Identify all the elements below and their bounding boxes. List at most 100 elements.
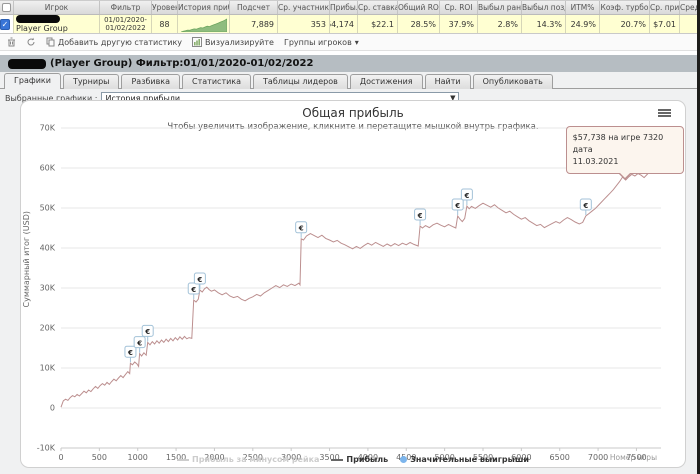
table-toolbar: Добавить другую статистику Визуализируйт…	[0, 34, 700, 51]
refresh-button[interactable]	[23, 36, 39, 48]
player-groups-label: Группы игроков	[283, 37, 352, 47]
significant-win-marker[interactable]	[193, 272, 206, 285]
legend-item[interactable]: Прибыль за минусом рейка	[177, 455, 319, 464]
significant-win-marker[interactable]	[579, 198, 592, 211]
significant-win-marker[interactable]	[141, 324, 154, 337]
tab-7[interactable]: Найти	[424, 74, 471, 89]
stat-value-cell: 20.7%	[600, 15, 650, 33]
column-header[interactable]: Ср. участник	[278, 1, 330, 14]
column-header[interactable]: Выбыл рано	[478, 1, 522, 14]
euro-icon: €	[196, 276, 202, 284]
column-header[interactable]: Ср. ставка	[358, 1, 398, 14]
euro-icon: €	[127, 349, 133, 357]
chevron-down-icon: ▾	[354, 37, 359, 47]
y-tick-label: 70K	[40, 124, 56, 133]
add-stat-button[interactable]: Добавить другую статистику	[43, 36, 185, 48]
legend-item[interactable]: Значительные выигрыши	[400, 455, 529, 464]
euro-icon: €	[582, 202, 588, 210]
stat-value-cell: 2.8%	[478, 15, 522, 33]
chart-title: Общая прибыль	[302, 106, 404, 120]
x-tick-label: 1500	[166, 453, 186, 462]
x-tick-label: 500	[92, 453, 107, 462]
x-tick-label: 3500	[319, 453, 339, 462]
report-title: (Player Group) Фильтр:01/01/2020-01/02/2…	[50, 58, 314, 69]
tab-3[interactable]: Разбивка	[121, 74, 181, 89]
visualize-button[interactable]: Визуализируйте	[189, 36, 277, 48]
chart-legend: Прибыль за минусом рейка Прибыль Значитель…	[21, 455, 685, 464]
column-header[interactable]: Общий ROI	[398, 1, 440, 14]
filter-cell: 01/01/2020- 01/02/2022	[100, 15, 152, 33]
tab-5[interactable]: Таблицы лидеров	[253, 74, 348, 89]
significant-win-marker[interactable]	[460, 188, 473, 201]
table-row[interactable]: ✓ Player Group 01/01/2020- 01/02/2022 88 7,88…	[0, 15, 700, 34]
column-header[interactable]: История прибы	[178, 1, 230, 14]
tab-bar: Графики Турниры Разбивка Статистика Таблицы …	[0, 72, 697, 89]
player-groups-dropdown[interactable]: Группы игроков ▾	[281, 37, 362, 48]
profit-chart-panel: Общая прибыль Чтобы увеличить изображени…	[20, 100, 686, 468]
visualize-label: Визуализируйте	[205, 37, 274, 47]
refresh-icon	[27, 37, 35, 46]
column-header[interactable]: Выбыл позд	[522, 1, 566, 14]
tab-4[interactable]: Статистика	[182, 74, 252, 89]
x-tick-label: 2000	[204, 453, 224, 462]
column-header[interactable]: Уровен	[152, 1, 178, 14]
stat-value-cell: $22.1	[358, 15, 398, 33]
euro-icon: €	[454, 202, 460, 210]
chart-icon	[192, 37, 203, 47]
player-group-label: Player Group	[16, 24, 68, 33]
delete-button[interactable]	[4, 36, 19, 48]
column-header[interactable]: Подсчет	[230, 1, 278, 14]
column-header[interactable]: Ср. ROI	[440, 1, 478, 14]
profit-history-sparkline	[178, 15, 230, 33]
significant-win-marker[interactable]	[295, 221, 308, 234]
column-header[interactable]: Коэф. турбо	[600, 1, 650, 14]
significant-win-marker[interactable]	[414, 208, 427, 221]
select-arrow-icon: ▼	[450, 94, 456, 102]
column-header[interactable]: Прибыль	[330, 1, 358, 14]
trash-icon	[8, 37, 15, 47]
y-tick-label: 50K	[40, 204, 56, 213]
tab-8[interactable]: Опубликовать	[472, 74, 553, 89]
legend-dash-icon	[331, 458, 344, 461]
x-tick-label: 3000	[281, 453, 301, 462]
stat-value-cell: 7,889	[230, 15, 278, 33]
euro-icon: €	[417, 212, 423, 220]
row-checkbox-cell: ✓	[0, 15, 14, 33]
y-tick-label: 10K	[40, 364, 56, 373]
legend-item[interactable]: Прибыль	[331, 455, 388, 464]
redacted-player-name	[16, 15, 60, 23]
tab-1[interactable]: Графики	[4, 73, 61, 89]
x-tick-label: 7500	[626, 453, 646, 462]
stat-value-cell: 37.9%	[440, 15, 478, 33]
player-cell: Player Group	[14, 15, 100, 33]
legend-label: Значительные выигрыши	[410, 455, 529, 464]
stat-value-cell: 28.5%	[398, 15, 440, 33]
x-tick-label: 5500	[473, 453, 493, 462]
graph-select-value: История прибыли	[105, 93, 181, 103]
significant-win-marker[interactable]	[187, 282, 200, 295]
stat-value-cell: $7.01	[650, 15, 680, 33]
row-checkbox[interactable]: ✓	[0, 18, 10, 30]
column-header[interactable]: Игрок	[14, 1, 100, 14]
column-header[interactable]: ИТМ%	[566, 1, 600, 14]
y-tick-label: 60K	[40, 164, 56, 173]
significant-win-marker[interactable]	[451, 198, 464, 211]
column-header[interactable]: Фильтр	[100, 1, 152, 14]
stat-value-cell: $64,174	[330, 15, 358, 33]
chart-menu-icon[interactable]	[658, 109, 671, 118]
tab-2[interactable]: Турниры	[62, 74, 120, 89]
y-tick-label: 30K	[40, 284, 56, 293]
x-tick-label: 1000	[128, 453, 148, 462]
tab-6[interactable]: Достижения	[349, 74, 423, 89]
column-header[interactable]: Ср. приб	[650, 1, 680, 14]
legend-label: Прибыль	[346, 455, 389, 464]
euro-icon: €	[190, 286, 196, 294]
select-all-checkbox[interactable]	[2, 3, 11, 12]
x-tick-label: 6500	[550, 453, 570, 462]
significant-win-marker[interactable]	[124, 345, 137, 358]
significant-win-marker[interactable]	[133, 336, 146, 349]
euro-icon: €	[136, 339, 142, 347]
